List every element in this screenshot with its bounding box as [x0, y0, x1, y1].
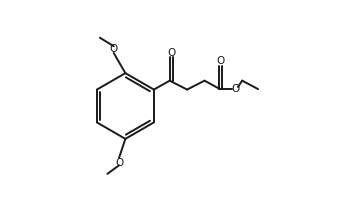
Text: O: O — [231, 84, 239, 94]
Text: O: O — [217, 56, 225, 66]
Text: O: O — [115, 158, 123, 168]
Text: O: O — [110, 44, 118, 54]
Text: O: O — [167, 48, 175, 58]
